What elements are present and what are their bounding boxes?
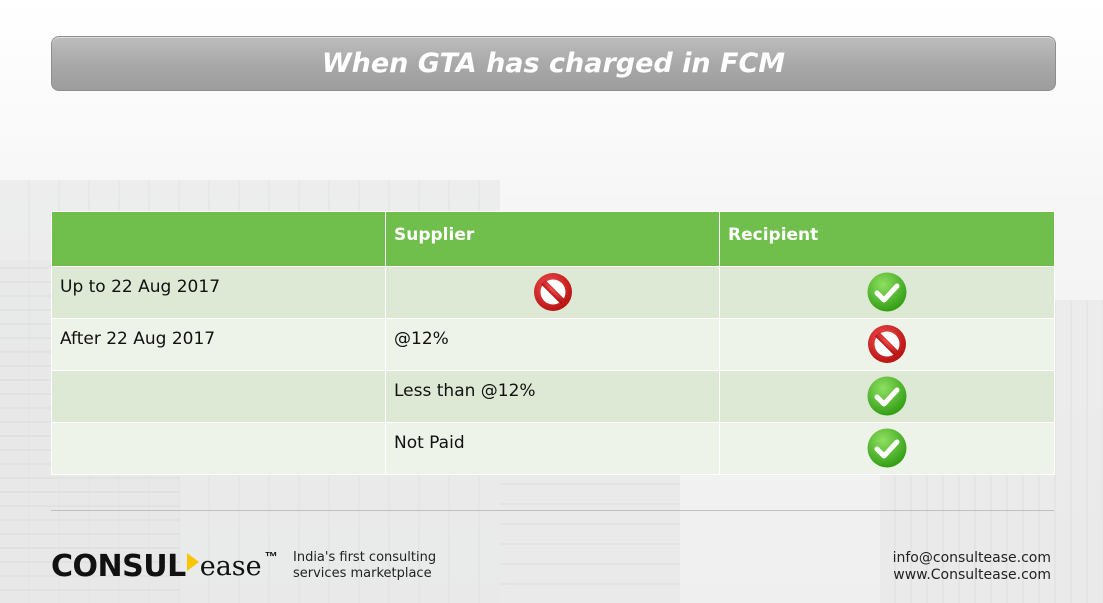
period-cell <box>51 422 386 475</box>
logo-wordmark: CONSUL <box>51 549 186 584</box>
check-icon <box>867 428 907 468</box>
check-icon <box>867 376 907 416</box>
contact-info: info@consultease.com www.Consultease.com <box>893 550 1051 584</box>
consultease-logo: CONSUL ease ™ <box>51 545 278 585</box>
tagline-line: services marketplace <box>293 566 432 581</box>
period-cell <box>51 370 386 423</box>
period-cell: Up to 22 Aug 2017 <box>51 266 386 319</box>
logo-trademark: ™ <box>264 549 278 564</box>
tagline-line: India's first consulting <box>293 550 437 565</box>
header-supplier: Supplier <box>385 211 720 267</box>
recipient-cell <box>719 370 1055 423</box>
recipient-cell <box>719 266 1055 319</box>
tagline: India's first consulting services market… <box>293 550 436 582</box>
logo-ease-text: ease <box>199 551 262 582</box>
prohibited-icon <box>533 273 572 311</box>
slide-title: When GTA has charged in FCM <box>321 48 786 79</box>
table-row: After 22 Aug 2017 @12% <box>51 318 1055 371</box>
table-row: Less than @12% <box>51 370 1055 423</box>
check-icon <box>867 272 907 312</box>
contact-email: info@consultease.com <box>892 550 1051 566</box>
supplier-cell <box>385 266 720 319</box>
table-header-row: Supplier Recipient <box>51 211 1055 267</box>
prohibited-icon <box>868 325 906 363</box>
logo-accent-icon <box>186 553 199 571</box>
comparison-table: Supplier Recipient Up to 22 Aug 2017 <box>51 211 1055 475</box>
header-recipient: Recipient <box>719 211 1055 267</box>
title-banner: When GTA has charged in FCM <box>51 36 1056 91</box>
table-row: Not Paid <box>51 422 1055 475</box>
contact-website: www.Consultease.com <box>893 567 1051 583</box>
recipient-cell <box>719 318 1055 371</box>
supplier-cell: Less than @12% <box>385 370 720 423</box>
header-period <box>51 211 386 267</box>
supplier-cell: @12% <box>385 318 720 371</box>
table-row: Up to 22 Aug 2017 <box>51 266 1055 319</box>
supplier-cell: Not Paid <box>385 422 720 475</box>
footer-divider <box>51 510 1054 511</box>
recipient-cell <box>719 422 1055 475</box>
period-cell: After 22 Aug 2017 <box>51 318 386 371</box>
